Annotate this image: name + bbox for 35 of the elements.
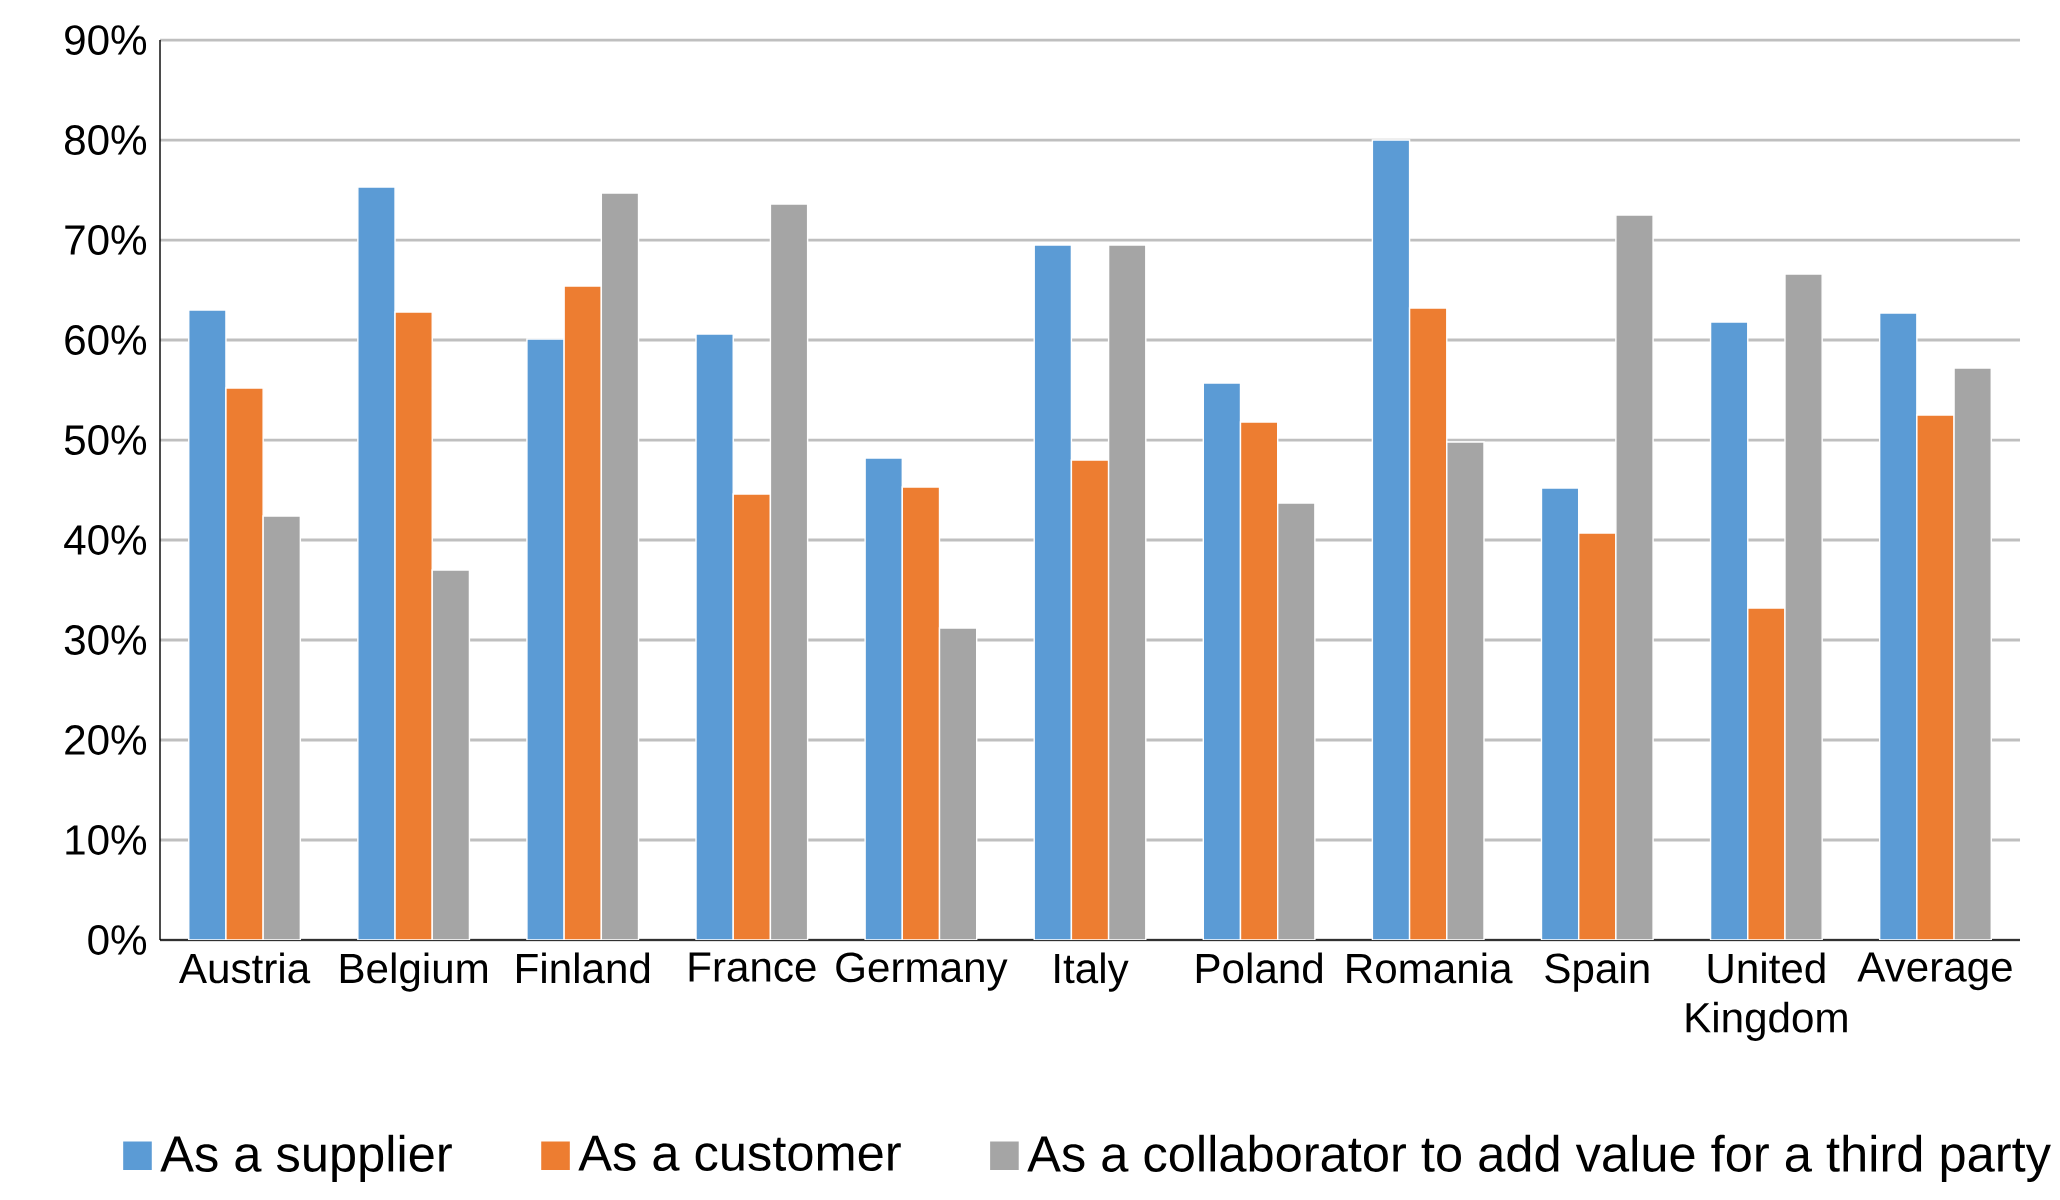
x-tick-label: Belgium — [340, 952, 488, 992]
y-tick-label: 50% — [64, 425, 147, 455]
bar — [901, 486, 941, 941]
y-tick-label: 0% — [88, 925, 147, 955]
x-tick-label: Austria — [178, 952, 311, 984]
bar — [1408, 307, 1448, 941]
bar — [225, 387, 264, 941]
x-tick-label: Italy — [1055, 952, 1129, 992]
x-tick-label: Spain — [1545, 952, 1649, 992]
y-tick-label: 30% — [64, 625, 147, 655]
x-tick-label: United Kingdom — [1686, 952, 1847, 1041]
y-tick-label: 70% — [65, 225, 147, 255]
legend-label: As a supplier — [160, 1134, 452, 1182]
x-tick-label: Poland — [1196, 952, 1322, 984]
y-tick-label: 10% — [66, 825, 147, 855]
x-tick-label: Romania — [1347, 952, 1513, 984]
y-tick-label: 90% — [65, 25, 147, 55]
x-tick-label: Average — [1857, 952, 2012, 991]
legend-label: As a customer — [578, 1135, 901, 1171]
bar — [1916, 414, 1955, 941]
y-tick-label: 20% — [65, 725, 147, 755]
legend-label: As a collaborator to add value for a third party — [1027, 1134, 2051, 1182]
x-tick-label: Finland — [517, 952, 650, 984]
bar — [1239, 421, 1279, 941]
bar — [732, 493, 772, 941]
bar — [394, 311, 433, 941]
y-tick-label: 80% — [64, 125, 147, 155]
y-tick-label: 40% — [64, 525, 147, 555]
bar — [1070, 459, 1110, 941]
x-tick-label: Germany — [836, 952, 1008, 991]
bar — [1577, 532, 1617, 941]
y-tick-label: 60% — [65, 325, 147, 355]
bar — [563, 285, 603, 941]
x-tick-label: France — [689, 952, 816, 982]
bar — [1747, 607, 1786, 941]
